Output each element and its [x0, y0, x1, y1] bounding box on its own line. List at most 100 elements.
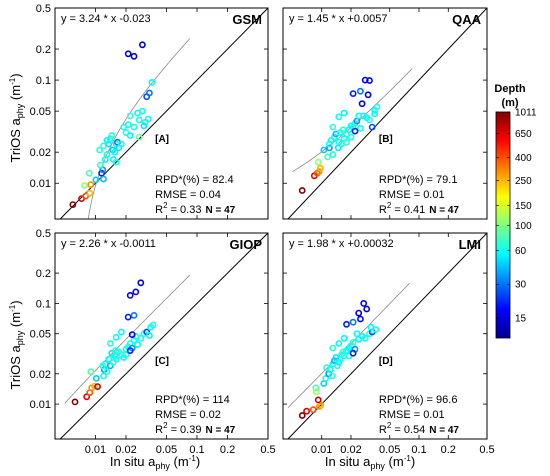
x-axis-label-right: In situ aphy (m-1)	[325, 454, 415, 471]
colorbar-tick-label: 60	[515, 246, 527, 257]
x-axis-label-left: In situ aphy (m-1)	[110, 454, 200, 471]
data-point	[118, 140, 125, 148]
data-point	[314, 158, 322, 166]
y-tick-label: 0.01	[30, 399, 51, 411]
data-point	[140, 122, 148, 130]
data-point	[87, 368, 95, 375]
data-point	[349, 338, 357, 346]
data-point	[361, 334, 369, 342]
data-point	[92, 176, 100, 184]
stat-rmse: RMSE = 0.04	[155, 189, 221, 201]
data-point	[343, 320, 350, 328]
y-tick-label: 0.1	[36, 298, 51, 310]
data-point	[126, 132, 134, 139]
colorbar-tick-label: 15	[515, 314, 527, 325]
y-tick-label: 0.5	[36, 228, 51, 240]
data-point	[349, 349, 357, 357]
panel-giop: 0.01 0.02 0.05 0.1 0.2 0.5 0.01 0.02 0.05 0.1 0.2 0…	[30, 228, 276, 456]
data-point	[138, 41, 146, 49]
data-point	[86, 189, 94, 197]
data-point	[111, 148, 119, 156]
data-point	[323, 364, 330, 372]
data-point	[100, 175, 107, 183]
data-point	[366, 77, 373, 84]
x-tick-label: 0.5	[479, 444, 494, 456]
plot-frame	[54, 7, 269, 220]
x-tick-label: 0.2	[441, 444, 456, 456]
y-tick-label: 0.02	[30, 369, 51, 381]
data-point	[317, 401, 325, 409]
data-point	[329, 151, 337, 158]
colorbar-title: Depth	[494, 83, 525, 95]
y-tick-label: 0.01	[30, 178, 51, 190]
panel-lmi: 0.01 0.02 0.05 0.1 0.2 0.5 y = 1.98 * x +0.000…	[282, 232, 495, 456]
data-point	[137, 279, 145, 287]
panel-title: GSM	[232, 12, 262, 27]
data-point	[312, 384, 320, 392]
data-point	[360, 299, 368, 307]
y-axis-label-lower: TriOS aphy (m-1)	[8, 300, 25, 389]
data-point	[367, 323, 375, 331]
colorbar-tick-label: 400	[515, 153, 532, 164]
data-point	[335, 113, 343, 121]
data-point	[100, 372, 107, 380]
x-tick-label: 0.01	[311, 444, 332, 456]
plot-frame	[282, 7, 488, 220]
stat-r2: R2 = 0.33 N = 47	[155, 201, 236, 216]
y-tick-label: 0.1	[36, 75, 51, 87]
x-tick-label: 0.05	[379, 444, 400, 456]
data-point	[126, 112, 134, 120]
panel-title: LMI	[459, 237, 481, 252]
data-point	[124, 313, 132, 321]
x-tick-label: 0.02	[115, 444, 136, 456]
stat-rmse: RMSE = 0.01	[379, 409, 445, 421]
data-point	[96, 146, 103, 154]
data-point	[91, 382, 98, 390]
data-point	[363, 305, 371, 313]
data-point	[130, 52, 138, 60]
colorbar-tick-label: 1011	[515, 108, 537, 119]
data-point	[108, 132, 116, 139]
data-point	[314, 396, 322, 404]
data-point	[343, 138, 350, 146]
data-point	[92, 374, 100, 382]
data-point	[366, 116, 373, 124]
data-point	[356, 87, 364, 95]
stat-rpd: RPD*(%) = 79.1	[379, 174, 458, 186]
y-axis-label: TriOS aphy (m-1)	[8, 73, 25, 162]
data-point	[106, 340, 114, 347]
data-point	[83, 393, 91, 401]
one-to-one-line	[59, 233, 268, 439]
colorbar-tick-label: 250	[515, 176, 532, 187]
data-point	[335, 340, 343, 347]
data-point	[112, 347, 119, 354]
data-point	[329, 123, 337, 131]
y-tick-label: 0.5	[36, 3, 51, 15]
stat-rpd: RPD*(%) = 82.4	[155, 174, 234, 186]
data-point	[130, 311, 138, 319]
regression-equation: y = 1.98 * x +0.00032	[289, 238, 394, 250]
stat-r2: R2 = 0.39 N = 47	[155, 421, 236, 436]
data-point	[124, 50, 132, 58]
data-point	[329, 344, 337, 352]
x-tick-label: 0.01	[85, 444, 106, 456]
data-point	[315, 168, 323, 175]
data-point	[98, 169, 105, 177]
data-point	[122, 351, 130, 358]
y-tick-label: 0.05	[30, 329, 51, 341]
panel-gsm: 0.01 0.02 0.05 0.1 0.2 0.5 y = 3.24 * x -0.023…	[30, 3, 269, 220]
data-point	[312, 388, 320, 396]
colorbar-tick-label: 30	[515, 280, 527, 291]
data-point	[97, 161, 104, 169]
data-point	[371, 110, 378, 118]
x-tick-label: 0.5	[260, 444, 275, 456]
regression-line	[87, 38, 191, 219]
data-point	[324, 153, 331, 161]
stat-r2: R2 = 0.41 N = 47	[379, 201, 460, 216]
plot-frame	[54, 232, 269, 440]
regression-equation: y = 3.24 * x -0.023	[61, 13, 151, 25]
data-point	[298, 412, 306, 419]
data-point	[356, 124, 364, 132]
data-point	[103, 368, 111, 375]
